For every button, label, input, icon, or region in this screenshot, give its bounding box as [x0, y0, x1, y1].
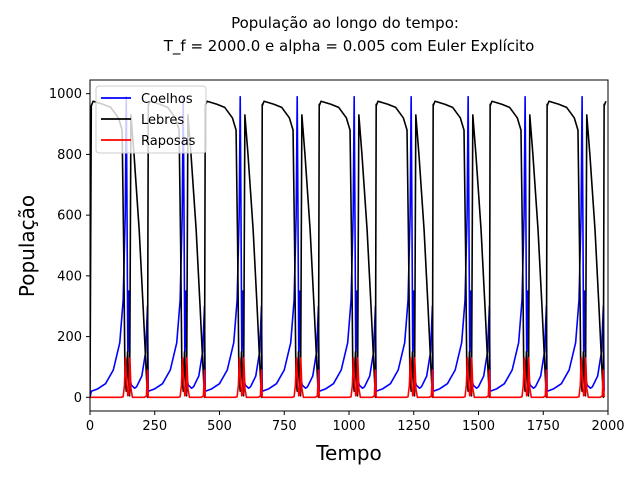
legend-label-raposas: Raposas — [141, 134, 196, 149]
series-line-raposas — [90, 357, 605, 399]
x-tick-label: 250 — [142, 419, 167, 434]
x-tick-label: 500 — [207, 419, 232, 434]
legend-box — [95, 85, 207, 154]
legend-label-coelhos: Coelhos — [141, 92, 193, 107]
x-tick-label: 750 — [272, 419, 297, 434]
y-axis-label: População — [15, 195, 39, 297]
x-tick-label: 2000 — [591, 419, 624, 434]
x-axis: 0 250 500 750 1000 1250 1500 1750 2000 — [86, 411, 625, 434]
legend-label-lebres: Lebres — [141, 113, 184, 128]
x-tick-label: 1750 — [527, 419, 560, 434]
y-tick-label: 600 — [57, 209, 82, 224]
y-tick-label: 400 — [57, 269, 82, 284]
x-axis-label: Tempo — [315, 441, 382, 465]
y-tick-label: 800 — [57, 148, 82, 163]
y-tick-label: 200 — [57, 330, 82, 345]
chart-title-line2: T_f = 2000.0 e alpha = 0.005 com Euler E… — [163, 37, 535, 56]
x-tick-label: 1000 — [332, 419, 365, 434]
x-tick-label: 0 — [86, 419, 94, 434]
y-axis: 0 200 400 600 800 1000 — [49, 87, 90, 406]
y-tick-label: 0 — [74, 391, 82, 406]
chart-title-line1: População ao longo do tempo: — [231, 14, 459, 32]
y-tick-label: 1000 — [49, 87, 82, 102]
legend: Coelhos Lebres Raposas — [95, 85, 207, 154]
x-tick-label: 1500 — [462, 419, 495, 434]
plot-area — [90, 95, 607, 399]
x-tick-label: 1250 — [397, 419, 430, 434]
